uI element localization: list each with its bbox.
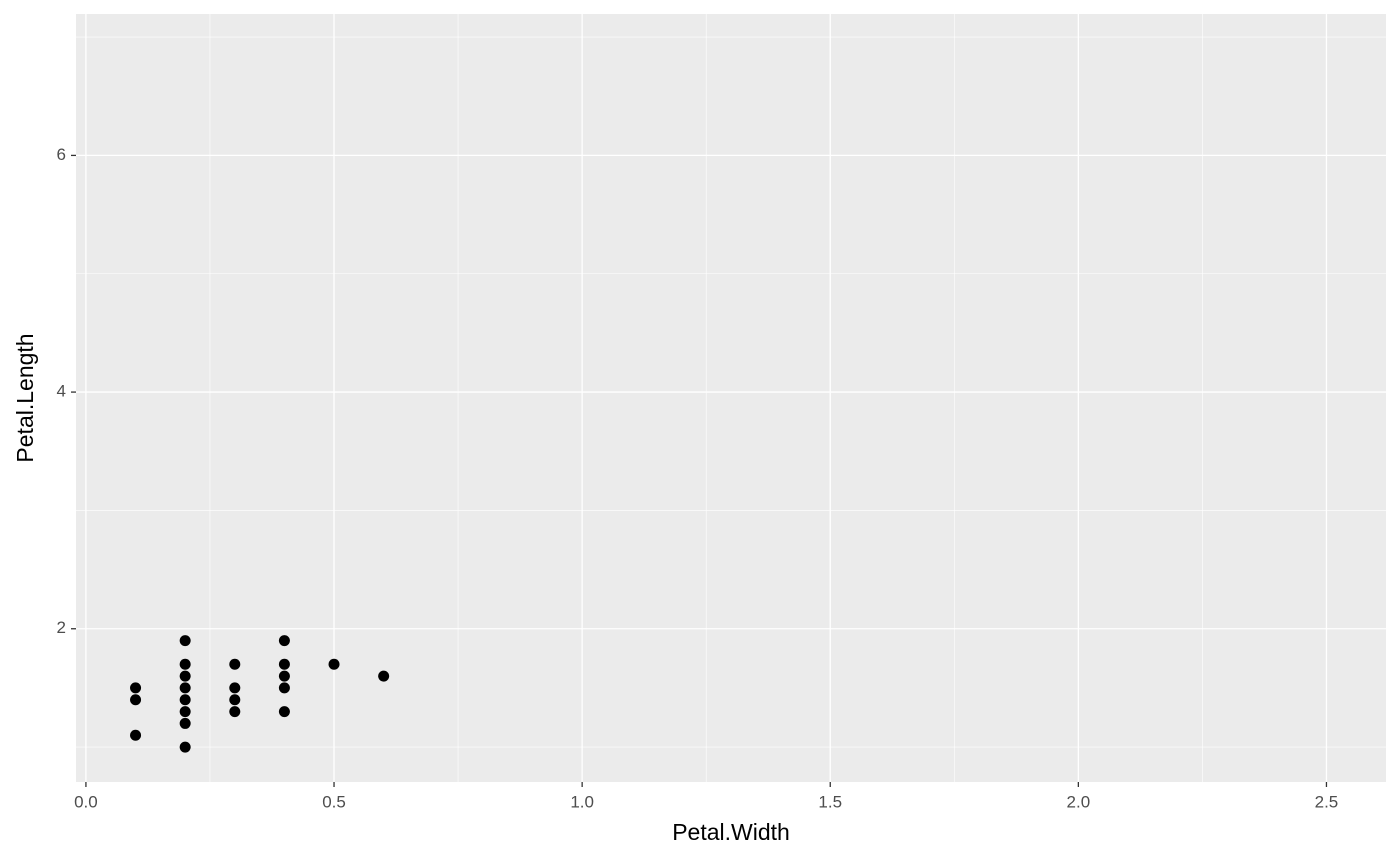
point	[229, 682, 241, 694]
point	[229, 658, 241, 670]
point	[229, 706, 241, 718]
x-axis-title: Petal.Width	[672, 819, 790, 845]
point	[179, 717, 191, 729]
x-tick-label: 1.0	[570, 792, 594, 811]
x-tick-label: 2.5	[1315, 792, 1339, 811]
point	[130, 694, 142, 706]
point	[179, 706, 191, 718]
point	[278, 706, 290, 718]
points	[130, 635, 390, 753]
x-tick-label: 2.0	[1067, 792, 1091, 811]
point	[179, 670, 191, 682]
plot-panel	[76, 14, 1386, 782]
point	[378, 670, 390, 682]
point	[278, 635, 290, 647]
grid	[76, 14, 1386, 782]
point	[328, 658, 340, 670]
y-tick-label: 2	[57, 618, 66, 637]
point	[278, 670, 290, 682]
point	[179, 635, 191, 647]
point	[278, 682, 290, 694]
point	[130, 729, 142, 741]
y-axis-title: Petal.Length	[12, 333, 38, 462]
x-tick-label: 0.0	[74, 792, 98, 811]
y-tick-label: 4	[57, 382, 66, 401]
point	[229, 694, 241, 706]
point	[179, 741, 191, 753]
point	[179, 658, 191, 670]
x-tick-label: 1.5	[818, 792, 842, 811]
y-tick-label: 6	[57, 145, 66, 164]
x-tick-label: 0.5	[322, 792, 346, 811]
point	[278, 658, 290, 670]
point	[179, 694, 191, 706]
point	[179, 682, 191, 694]
point	[130, 682, 142, 694]
